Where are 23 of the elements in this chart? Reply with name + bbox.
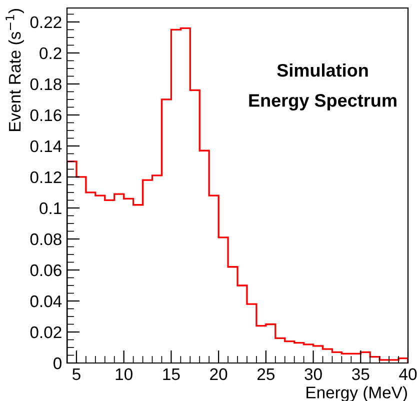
x-tick-label: 35 [352,368,370,380]
y-tick-label: 0.14 [30,140,62,152]
x-tick-label: 15 [163,368,180,380]
x-tick-label: 10 [116,368,132,380]
y-tick-label: 0 [54,357,62,370]
x-tick-label: 5 [72,368,80,380]
y-tick-label: 0.22 [30,16,62,28]
y-tick-label: 0.12 [30,171,62,184]
x-tick-label: 40 [399,368,417,380]
y-tick-label: 0.02 [30,326,62,338]
y-tick-label: 0.08 [30,233,62,246]
x-tick-label: 25 [257,368,274,380]
x-tick-label: 30 [304,368,322,380]
y-tick-label: 0.1 [40,202,62,214]
y-axis-title: Event Rate (s$^{−1}$) [6,9,24,131]
annotation: Energy Spectrum [249,94,396,110]
y-tick-label: 0.06 [30,264,62,276]
y-tick-label: 0.04 [30,295,62,308]
y-tick-label: 0.18 [30,78,62,90]
annotation: Simulation [277,63,368,77]
y-tick-label: 0.16 [30,109,62,122]
y-tick-label: 0.2 [40,47,62,60]
x-tick-label: 20 [210,368,228,380]
